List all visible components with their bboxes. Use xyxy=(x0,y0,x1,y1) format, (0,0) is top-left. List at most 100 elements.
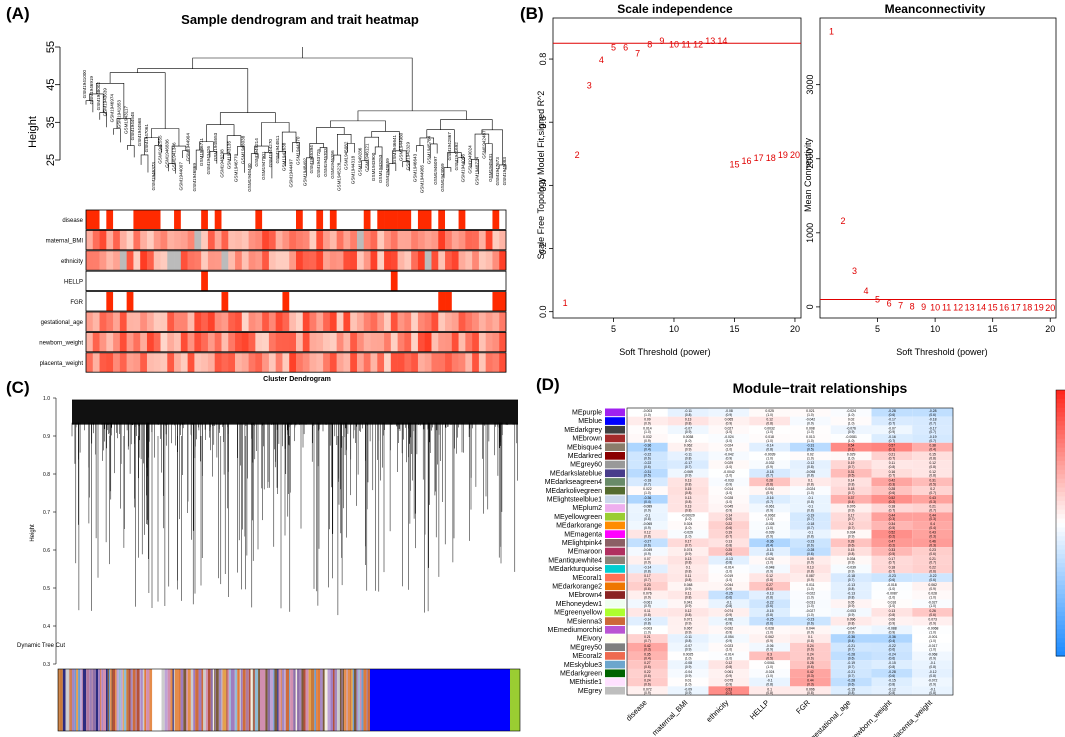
module-color-segment xyxy=(252,669,254,731)
module-color-segment xyxy=(190,669,194,731)
correlation-cell xyxy=(912,677,953,687)
legend-color-step xyxy=(1056,624,1065,630)
heatmap-cell xyxy=(404,312,412,332)
module-color-segment xyxy=(334,669,338,731)
p-value: (1.0) xyxy=(929,595,936,599)
p-value: (0.8) xyxy=(766,552,773,556)
heatmap-cell xyxy=(214,271,222,291)
heatmap-cell xyxy=(343,210,351,230)
module-color-swatch xyxy=(605,660,625,669)
heatmap-cell xyxy=(424,271,432,291)
dendrogram-branch xyxy=(447,152,462,168)
legend-color-step xyxy=(1056,602,1065,608)
heatmap-cell xyxy=(241,210,249,230)
module-color-segment xyxy=(320,669,322,731)
heatmap-cell xyxy=(167,250,175,271)
heatmap-cell xyxy=(465,210,473,230)
heatmap-cell xyxy=(458,230,466,250)
sample-leaf-label: GSM1946097 xyxy=(433,156,438,185)
correlation-cell xyxy=(749,590,790,600)
p-value: (0.8) xyxy=(644,517,651,521)
dynamic-tree-cut-label: Dynamic Tree Cut xyxy=(17,643,65,649)
sample-leaf-label: GSM1946974 xyxy=(110,94,115,123)
correlation-value: 0.23 xyxy=(929,548,936,552)
correlation-value: -0.17 xyxy=(929,426,937,430)
power-point-label: 12 xyxy=(953,303,963,313)
p-value: (0.7) xyxy=(889,561,896,565)
heatmap-cell xyxy=(99,312,107,332)
trait-row-label: newborn_weight xyxy=(39,341,83,347)
trait-row-label: disease xyxy=(62,218,83,224)
heatmap-cell xyxy=(309,332,317,352)
module-color-segment xyxy=(350,669,351,731)
heatmap-cell xyxy=(336,352,344,373)
heatmap-cell xyxy=(397,352,405,373)
module-color-swatch xyxy=(605,556,625,565)
heatmap-cell xyxy=(268,291,276,311)
sample-leaf-label: GSM1949286 xyxy=(357,147,362,176)
correlation-value: 0.018 xyxy=(765,435,774,439)
p-value: (1.0) xyxy=(889,587,896,591)
p-value: (0.9) xyxy=(644,604,651,608)
module-color-segment xyxy=(227,669,230,731)
panel-c: (C) Height Dynamic Tree Cut 0.3 0.4 0.5 0.6… xyxy=(0,378,525,737)
power-point-label: 5 xyxy=(875,295,880,305)
y-tick-label: 2000 xyxy=(805,149,815,169)
heatmap-cell xyxy=(174,291,182,311)
module-color-segment xyxy=(366,669,368,731)
module-color-swatch xyxy=(605,538,625,547)
heatmap-cell xyxy=(397,312,405,332)
module-color-segment xyxy=(159,669,162,731)
heatmap-cell xyxy=(465,352,473,373)
correlation-value: -0.1 xyxy=(807,496,813,500)
module-color-segment xyxy=(207,669,211,731)
legend-color-step xyxy=(1056,598,1065,604)
panel-a-ylabel: Height xyxy=(27,116,39,148)
heatmap-cell xyxy=(228,271,236,291)
dendrogram-branch xyxy=(219,112,276,125)
heatmap-cell xyxy=(499,332,507,352)
sample-leaf-label: GSM1948659 xyxy=(385,158,390,187)
correlation-value: -0.31 xyxy=(644,470,652,474)
heatmap-cell xyxy=(323,312,331,332)
sample-leaf-label: GSM1942555 xyxy=(158,135,163,164)
correlation-cell xyxy=(749,503,790,513)
module-color-segment xyxy=(126,669,129,731)
heatmap-cell xyxy=(289,250,297,271)
heatmap-cell xyxy=(248,312,256,332)
correlation-cell xyxy=(627,660,668,669)
heatmap-cell xyxy=(336,271,344,291)
correlation-cell xyxy=(708,486,750,495)
legend-color-step xyxy=(1056,580,1065,586)
module-color-swatch xyxy=(605,469,625,478)
trait-row-label: HELLP xyxy=(64,279,83,285)
correlation-cell xyxy=(830,468,872,478)
heatmap-cell xyxy=(336,230,344,250)
correlation-cell xyxy=(667,494,709,504)
p-value: (0.6) xyxy=(644,682,651,686)
p-value: (1.0) xyxy=(726,578,733,582)
heatmap-cell xyxy=(445,332,453,352)
heatmap-cell xyxy=(377,250,385,271)
module-color-segment xyxy=(274,669,278,731)
module-color-segment xyxy=(203,669,206,731)
correlation-cell xyxy=(790,642,831,652)
heatmap-cell xyxy=(160,312,168,332)
p-value: (0.1) xyxy=(848,448,855,452)
heatmap-cell xyxy=(485,312,493,332)
module-color-segment xyxy=(77,669,79,731)
heatmap-cell xyxy=(126,312,134,332)
p-value: (1.0) xyxy=(766,439,773,443)
correlation-cell xyxy=(790,686,831,696)
heatmap-cell xyxy=(431,312,439,332)
module-color-segment xyxy=(330,669,333,731)
correlation-value: 0.074 xyxy=(725,609,734,613)
correlation-cell xyxy=(627,651,668,661)
p-value: (0.8) xyxy=(726,517,733,521)
heatmap-cell xyxy=(194,352,202,373)
heatmap-cell xyxy=(140,230,148,250)
sample-leaf-label: GSM1944270 xyxy=(268,139,273,168)
module-color-segment xyxy=(172,669,174,731)
correlation-cell xyxy=(749,599,790,609)
module-color-segment xyxy=(346,669,348,731)
